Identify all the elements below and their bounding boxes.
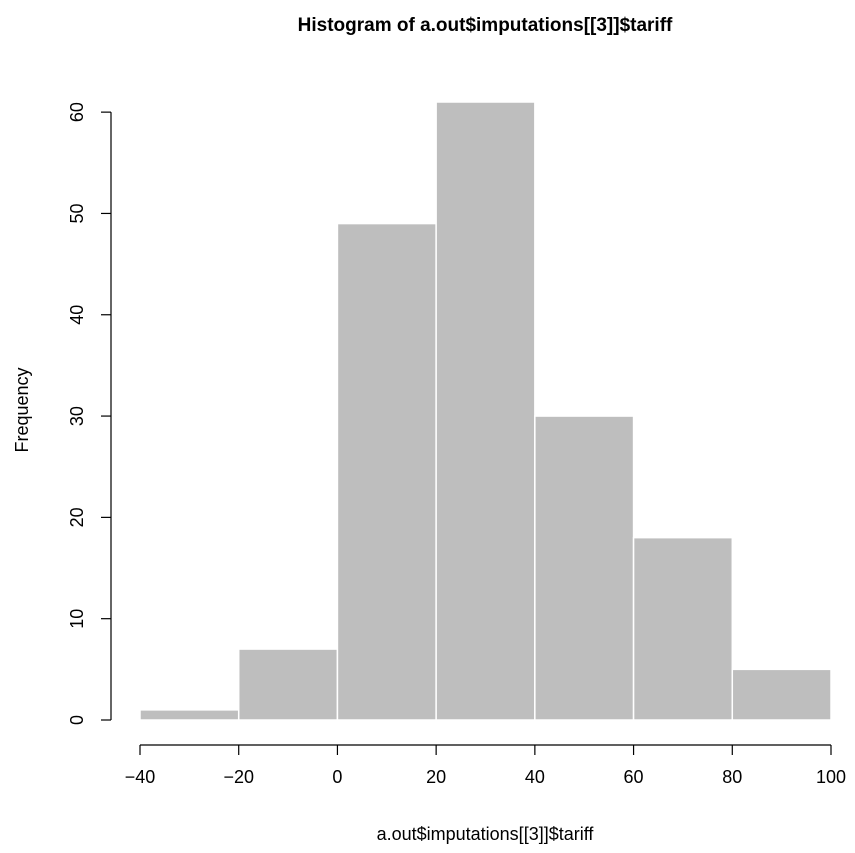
x-tick-label: 100	[816, 767, 846, 787]
histogram-bar	[534, 415, 635, 721]
x-tick-label: −20	[223, 767, 254, 787]
histogram-bar	[632, 536, 734, 721]
y-axis: 0 10 20 30 40 50 60	[67, 102, 112, 725]
y-tick-label: 10	[67, 609, 87, 629]
y-tick-label: 50	[67, 203, 87, 223]
y-tick-label: 20	[67, 507, 87, 527]
x-tick-label: 40	[525, 767, 545, 787]
y-tick-label: 0	[67, 715, 87, 725]
y-tick-label: 40	[67, 305, 87, 325]
x-axis-label: a.out$imputations[[3]]$tariff	[377, 824, 595, 844]
x-axis: −40 −20 0 20 40 60 80 100	[125, 744, 846, 787]
histogram-bar	[139, 709, 240, 721]
x-tick-label: 0	[332, 767, 342, 787]
histogram-bars	[139, 101, 832, 721]
histogram-bar	[435, 101, 536, 721]
y-axis-label: Frequency	[12, 367, 32, 452]
y-tick-label: 60	[67, 102, 87, 122]
histogram-bar	[336, 222, 437, 721]
x-tick-label: −40	[125, 767, 156, 787]
histogram-bar	[731, 668, 832, 721]
x-tick-label: 20	[426, 767, 446, 787]
x-tick-label: 60	[624, 767, 644, 787]
y-tick-label: 30	[67, 406, 87, 426]
chart-title: Histogram of a.out$imputations[[3]]$tari…	[298, 15, 673, 36]
histogram-bar	[237, 648, 339, 721]
x-tick-label: 80	[722, 767, 742, 787]
